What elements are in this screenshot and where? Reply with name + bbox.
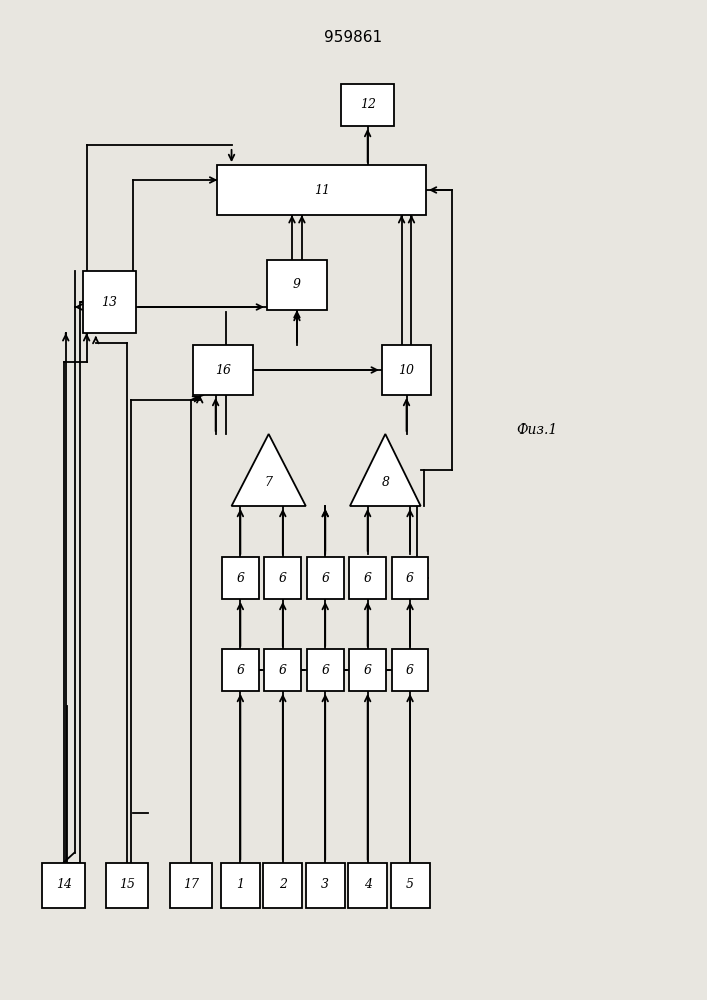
Bar bbox=[305, 862, 345, 908]
Bar bbox=[392, 649, 428, 691]
Bar bbox=[221, 862, 260, 908]
Text: 5: 5 bbox=[406, 879, 414, 892]
Text: 8: 8 bbox=[381, 476, 390, 488]
Polygon shape bbox=[350, 434, 421, 506]
Bar bbox=[264, 557, 301, 599]
Polygon shape bbox=[232, 434, 305, 506]
Text: 14: 14 bbox=[56, 879, 71, 892]
Text: 6: 6 bbox=[236, 572, 245, 584]
Bar bbox=[170, 862, 212, 908]
Text: 6: 6 bbox=[406, 572, 414, 584]
Text: 11: 11 bbox=[314, 184, 329, 196]
Text: Физ.1: Физ.1 bbox=[517, 423, 558, 437]
Text: 6: 6 bbox=[321, 664, 329, 676]
Bar bbox=[348, 862, 387, 908]
Text: 10: 10 bbox=[399, 363, 414, 376]
Bar bbox=[341, 84, 395, 126]
Text: 17: 17 bbox=[183, 879, 199, 892]
Text: 16: 16 bbox=[215, 363, 230, 376]
Text: 7: 7 bbox=[264, 476, 273, 488]
Bar bbox=[349, 557, 386, 599]
Bar bbox=[382, 345, 431, 395]
Text: 6: 6 bbox=[363, 664, 372, 676]
Text: 4: 4 bbox=[363, 879, 372, 892]
Text: 1: 1 bbox=[236, 879, 245, 892]
Text: 6: 6 bbox=[321, 572, 329, 584]
Bar bbox=[264, 649, 301, 691]
Text: 13: 13 bbox=[102, 296, 117, 308]
Bar bbox=[390, 862, 430, 908]
Bar bbox=[193, 345, 253, 395]
Text: 6: 6 bbox=[279, 572, 287, 584]
Text: 6: 6 bbox=[406, 664, 414, 676]
Bar bbox=[222, 649, 259, 691]
Bar bbox=[42, 862, 85, 908]
Text: 9: 9 bbox=[293, 278, 301, 292]
Text: 2: 2 bbox=[279, 879, 287, 892]
Bar bbox=[106, 862, 148, 908]
Text: 3: 3 bbox=[321, 879, 329, 892]
Bar bbox=[349, 649, 386, 691]
Text: 12: 12 bbox=[360, 99, 375, 111]
Bar bbox=[307, 557, 344, 599]
Text: 6: 6 bbox=[236, 664, 245, 676]
Bar bbox=[222, 557, 259, 599]
Bar bbox=[218, 165, 426, 215]
Text: 6: 6 bbox=[363, 572, 372, 584]
Bar bbox=[267, 260, 327, 310]
Bar bbox=[264, 862, 303, 908]
Bar bbox=[83, 271, 136, 333]
Text: 6: 6 bbox=[279, 664, 287, 676]
Text: 959861: 959861 bbox=[325, 29, 382, 44]
Bar bbox=[307, 649, 344, 691]
Text: 15: 15 bbox=[119, 879, 135, 892]
Bar bbox=[392, 557, 428, 599]
